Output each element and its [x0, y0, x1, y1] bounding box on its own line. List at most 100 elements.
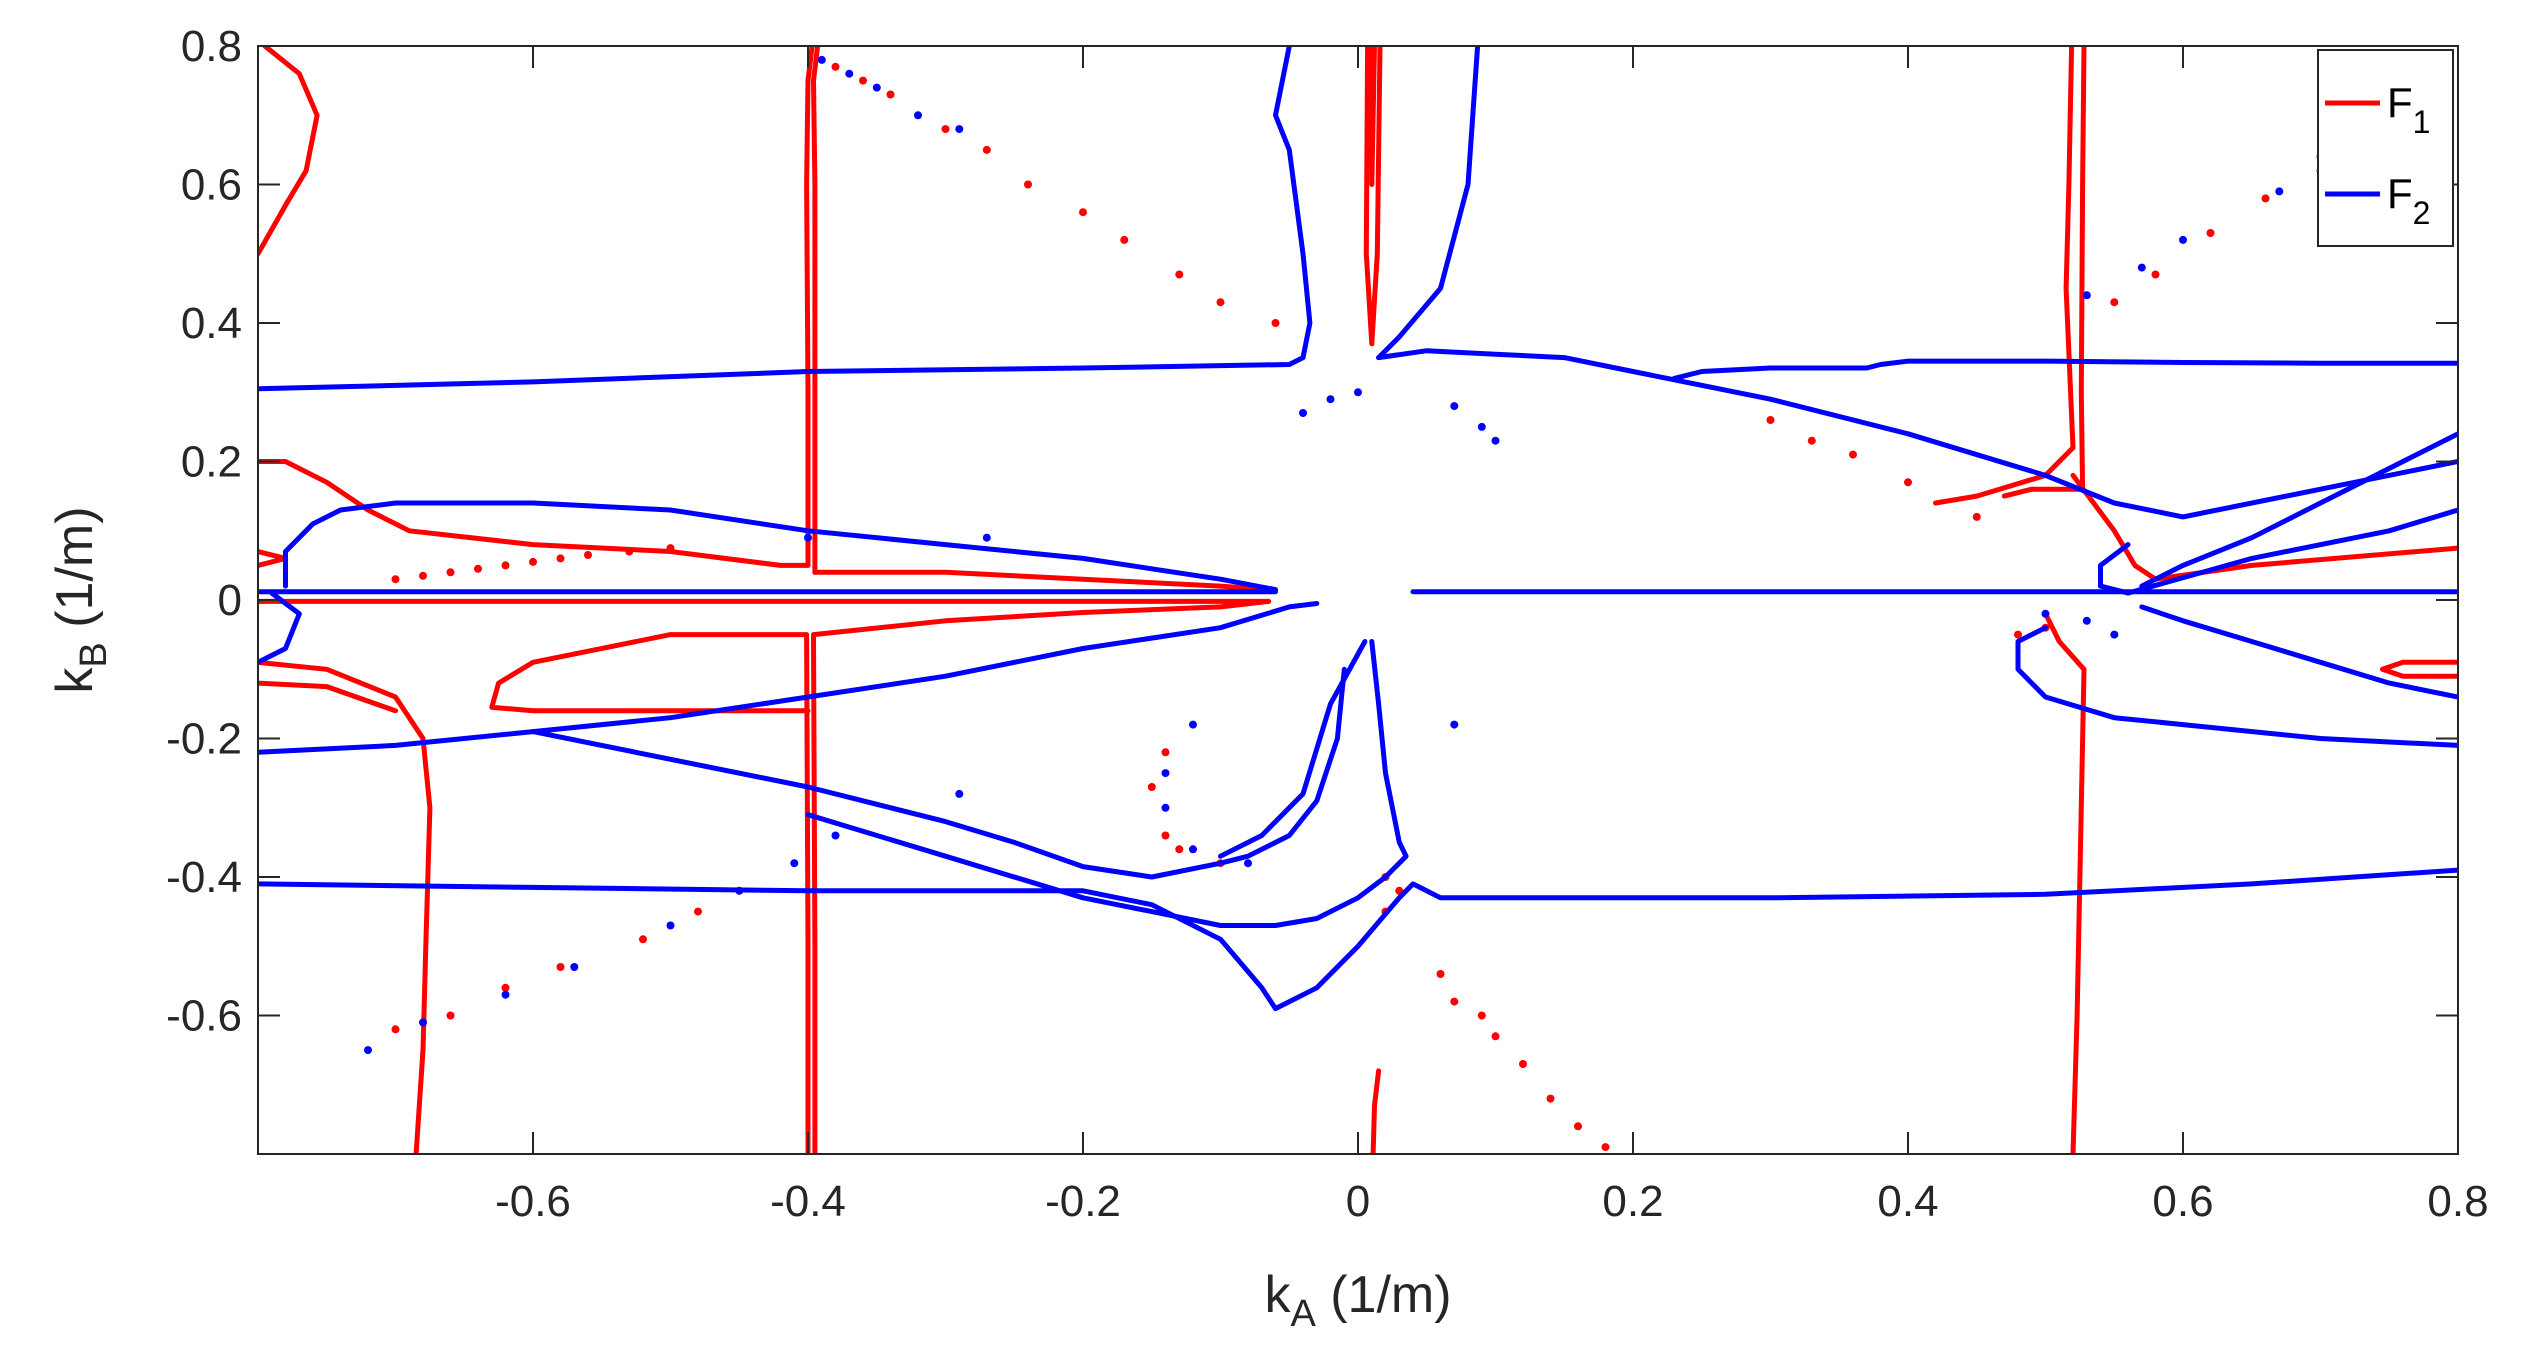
x-tick-label-6: 0.6 [2152, 1177, 2213, 1226]
series-f2-curve-5 [258, 601, 1320, 755]
series-f1-curve-3 [811, 46, 821, 575]
series-f2-point-8 [419, 1018, 427, 1027]
series-f1-curve-17 [2043, 611, 2087, 1154]
x-axis-label: kA (1/m) [1264, 1266, 1451, 1335]
y-axis-label-unit: (1/m) [46, 506, 104, 642]
series-f2-point-21 [1299, 409, 1307, 417]
series-f1-point-47 [1972, 512, 1981, 521]
series-f2-curve-16 [2139, 604, 2458, 700]
series-f1-curve-9 [258, 680, 398, 714]
y-tick-label-5: 0.4 [181, 299, 242, 348]
x-tick-label-5: 0.4 [1877, 1177, 1938, 1226]
series-f2-point-34 [2041, 609, 2050, 618]
series-f1-point-1 [419, 571, 427, 580]
series-f2-point-29 [2137, 263, 2146, 272]
series-f1-point-11 [859, 76, 867, 85]
series-f2-point-19 [1189, 845, 1197, 854]
series-f1-point-51 [2151, 270, 2160, 279]
series-f2-curve-0 [258, 355, 1306, 392]
series-f1-curve-2 [804, 46, 815, 568]
series-f1-point-30 [1175, 845, 1184, 854]
series-f1-curve-13 [1370, 1068, 1382, 1154]
series-f1-point-48 [2014, 630, 2022, 639]
series-f1-point-6 [556, 554, 565, 563]
series-f2-point-0 [817, 55, 826, 64]
series-f2-point-20 [1244, 859, 1252, 868]
x-tick-label-4: 0.2 [1602, 1177, 1663, 1226]
series-layer [258, 46, 2458, 1154]
series-f1 [258, 46, 2458, 1154]
series-f1-curve-1 [258, 459, 811, 568]
series-f1-point-24 [556, 963, 565, 971]
series-f2-point-24 [1450, 402, 1459, 411]
series-f2-curve-14 [2098, 507, 2458, 596]
series-f1-curve-18 [2379, 659, 2458, 679]
series-f1-curve-16 [2070, 472, 2458, 582]
series-f1-point-18 [1175, 270, 1184, 279]
series-f2-curve-8 [530, 666, 1347, 880]
series-f2-point-3 [914, 111, 922, 120]
series-f1-point-50 [2110, 298, 2119, 307]
series-f1-point-17 [1120, 235, 1129, 244]
series-f2-point-14 [831, 831, 840, 840]
series-f1-point-23 [501, 983, 510, 992]
series-f2-curve-6 [258, 867, 2458, 1012]
series-f1-point-15 [1024, 180, 1032, 189]
series-f1-point-36 [1519, 1060, 1527, 1068]
series-f2-point-12 [735, 886, 744, 895]
series-f1-point-13 [941, 125, 950, 134]
series-f1-point-25 [639, 935, 647, 944]
series-f1-point-0 [391, 575, 400, 584]
x-tick-label-2: -0.2 [1045, 1177, 1121, 1226]
series-f1-point-44 [1807, 436, 1816, 445]
y-tick-label-6: 0.6 [181, 161, 242, 210]
series-f2-curve-11 [1376, 348, 2458, 520]
x-axis-label-unit: (1/m) [1316, 1266, 1452, 1324]
series-f1-curve-15 [2001, 46, 2087, 499]
series-f2-point-22 [1326, 395, 1335, 404]
series-f1-point-22 [446, 1011, 455, 1020]
x-tick-label-7: 0.8 [2427, 1177, 2488, 1226]
series-f1-curve-8 [258, 659, 433, 1154]
series-f2-point-4 [955, 125, 964, 134]
series-f2-point-10 [570, 963, 579, 971]
series-f2 [258, 46, 2458, 1055]
series-f1-point-33 [1450, 997, 1459, 1006]
series-f1-curve-4 [812, 569, 1272, 593]
series-f2-curve-9 [805, 639, 1409, 928]
series-f1-point-21 [391, 1025, 400, 1034]
series-f1-point-10 [831, 62, 840, 71]
series-f1-curve-12 [1367, 46, 1377, 187]
series-f1-point-35 [1491, 1032, 1500, 1041]
series-f2-point-27 [1450, 720, 1459, 729]
series-f1-curve-0 [258, 46, 320, 257]
series-f1-point-8 [625, 547, 634, 556]
series-f2-curve-7 [258, 590, 302, 665]
series-f1-point-19 [1216, 298, 1225, 307]
x-tick-label-0: -0.6 [495, 1177, 571, 1226]
series-f2-point-15 [955, 789, 964, 798]
series-f1-point-45 [1849, 450, 1857, 459]
series-f2-point-13 [790, 859, 799, 868]
series-f2-point-1 [845, 69, 854, 78]
series-f1-point-43 [1766, 416, 1775, 424]
series-f1-point-26 [694, 907, 702, 916]
series-f2-curve-15 [2015, 625, 2458, 748]
y-tick-label-3: 0 [218, 576, 242, 625]
series-f1-point-53 [2261, 194, 2270, 203]
legend: F1 F2 [2317, 49, 2454, 247]
legend-label-f2: F2 [2387, 170, 2430, 231]
series-f1-point-29 [1161, 831, 1170, 840]
series-f2-curve-17 [2139, 431, 2458, 589]
series-f1-point-27 [1161, 748, 1170, 757]
series-f1-point-3 [474, 564, 482, 573]
series-f1-point-12 [886, 90, 895, 99]
series-f1-point-14 [982, 145, 991, 154]
series-f2-point-23 [1354, 388, 1362, 397]
series-f1-point-20 [1271, 319, 1280, 327]
series-f1-point-2 [446, 568, 455, 577]
series-f2-curve-4 [283, 500, 1278, 593]
y-tick-label-4: 0.2 [181, 438, 242, 487]
series-f2-point-16 [1189, 720, 1197, 729]
